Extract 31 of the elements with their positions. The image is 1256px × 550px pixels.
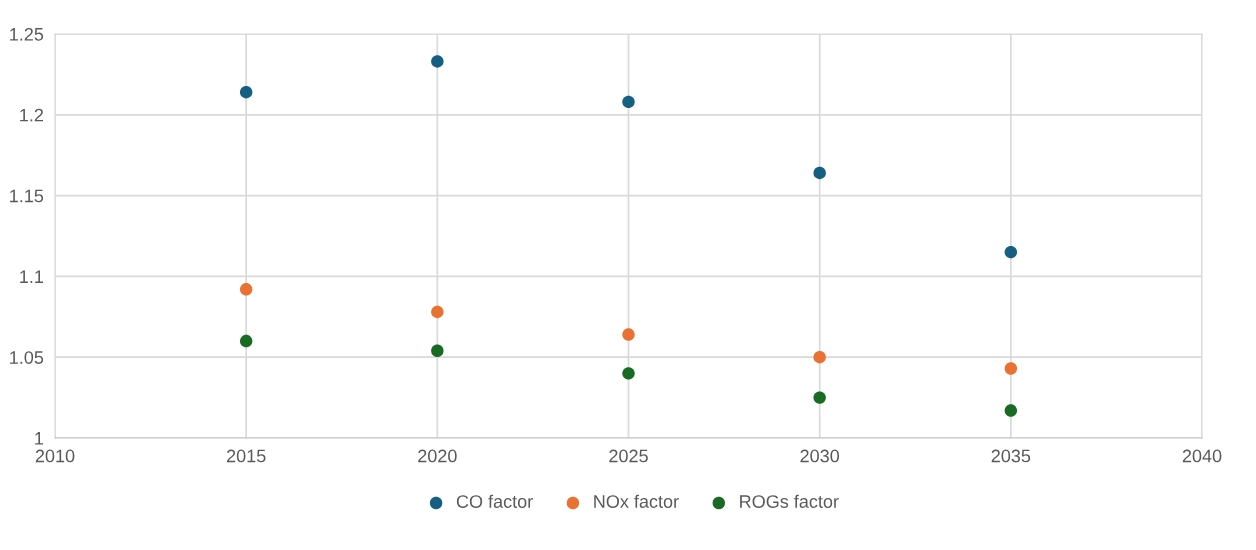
legend-label: NOx factor (594, 494, 679, 508)
point (813, 350, 826, 364)
y-tick-label: 1 (35, 432, 44, 445)
y-tick-label: 1.05 (10, 351, 44, 364)
point (431, 305, 444, 319)
point (622, 367, 635, 380)
x-tick-label: 2020 (418, 449, 457, 463)
x-tick-label: 2015 (226, 449, 266, 463)
x-tick-label: 2035 (991, 449, 1031, 463)
x-tick-label: 2030 (800, 449, 840, 463)
x-tick-label: 2025 (609, 449, 648, 463)
point (431, 344, 444, 357)
point (239, 283, 253, 296)
legend-label: CO factor (456, 494, 533, 508)
point (1004, 362, 1018, 375)
legend-label: ROGs factor (740, 494, 839, 508)
point (1004, 404, 1018, 417)
point (239, 85, 253, 99)
y-tick-label: 1.2 (20, 108, 43, 122)
point (622, 328, 635, 341)
y-tick-label: 1.25 (10, 27, 44, 41)
x-tick-label: 2010 (35, 449, 75, 463)
point (239, 334, 253, 348)
x-tick-label: 2040 (1182, 449, 1222, 463)
point (813, 391, 826, 404)
point (622, 95, 635, 109)
y-tick-label: 1.15 (10, 189, 44, 203)
point (1004, 245, 1018, 259)
point (813, 166, 826, 180)
point (431, 55, 444, 68)
y-tick-label: 1.1 (20, 270, 44, 283)
